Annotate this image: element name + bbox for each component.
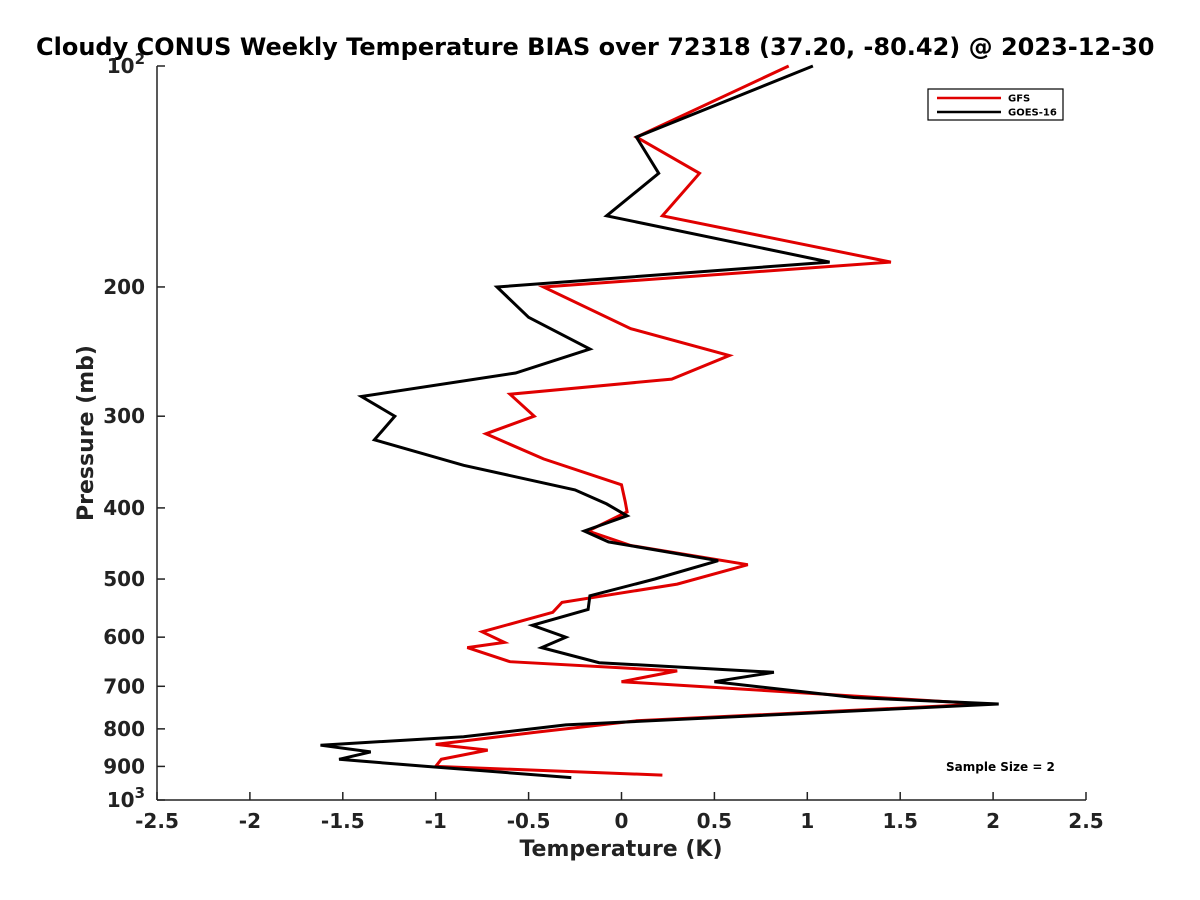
- y-tick-label-base: 10: [107, 54, 135, 78]
- y-tick-label: 900: [103, 754, 145, 778]
- x-tick-label: 2: [986, 809, 1000, 833]
- y-tick-label-exponent: 3: [135, 784, 145, 802]
- y-tick-label: 400: [103, 496, 145, 520]
- y-tick-label-base: 200: [103, 275, 145, 299]
- y-tick-label-base: 10: [107, 788, 135, 812]
- x-tick-label: -2.5: [135, 809, 179, 833]
- legend-label: GOES-16: [1008, 108, 1057, 119]
- x-tick-label: -1.5: [321, 809, 365, 833]
- legend: GFS GOES-16: [927, 88, 1064, 121]
- y-tick-label-base: 500: [103, 567, 145, 591]
- y-tick-label: 500: [103, 567, 145, 591]
- y-tick-label-base: 700: [103, 674, 145, 698]
- x-axis-ticks: -2.5 -2 -1.5 -1 -0.5 0 0.5 1 1.5 2 2.5: [135, 792, 1104, 833]
- y-tick-label: 300: [103, 404, 145, 428]
- legend-label: GFS: [1008, 94, 1030, 105]
- x-tick-label: 0.5: [697, 809, 732, 833]
- y-tick-label: 600: [103, 625, 145, 649]
- y-tick-label: 200: [103, 275, 145, 299]
- y-tick-label-base: 600: [103, 625, 145, 649]
- x-tick-label: 1.5: [882, 809, 917, 833]
- series-layer: [320, 64, 999, 780]
- x-axis-label: Temperature (K): [519, 837, 722, 862]
- y-tick-label-base: 900: [103, 754, 145, 778]
- sample-size-annotation: Sample Size = 2: [946, 760, 1055, 774]
- series-line-goes-16: [320, 64, 999, 780]
- x-tick-label: 0: [615, 809, 629, 833]
- y-tick-label: 103: [107, 784, 145, 812]
- y-tick-label-base: 800: [103, 717, 145, 741]
- x-tick-label: 2.5: [1068, 809, 1103, 833]
- y-tick-label: 700: [103, 674, 145, 698]
- y-axis-label: Pressure (mb): [74, 345, 99, 521]
- y-tick-label: 800: [103, 717, 145, 741]
- y-tick-label-base: 300: [103, 404, 145, 428]
- x-tick-label: -0.5: [507, 809, 551, 833]
- x-tick-label: -2: [239, 809, 261, 833]
- legend-box: [927, 88, 1064, 121]
- y-tick-label: 102: [107, 50, 145, 78]
- x-tick-label: 1: [800, 809, 814, 833]
- y-tick-label-base: 400: [103, 496, 145, 520]
- y-tick-label-exponent: 2: [135, 50, 145, 68]
- x-tick-label: -1: [425, 809, 447, 833]
- chart-title: Cloudy CONUS Weekly Temperature BIAS ove…: [36, 33, 1154, 61]
